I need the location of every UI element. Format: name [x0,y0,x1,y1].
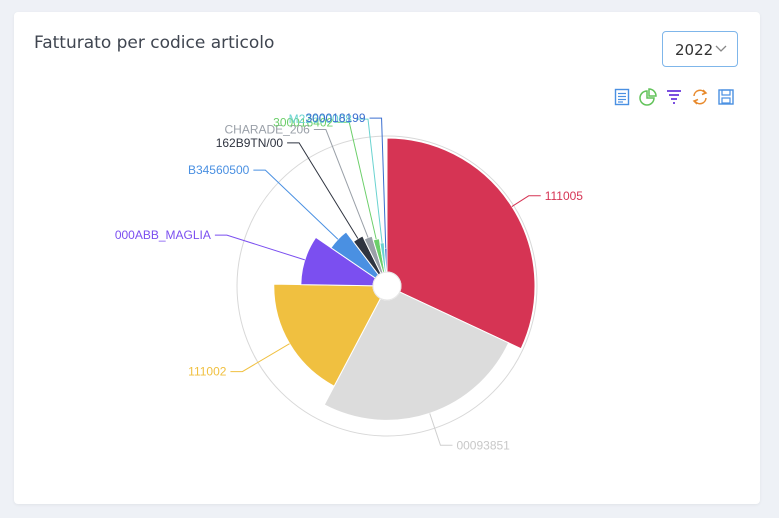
refresh-icon[interactable] [691,88,709,106]
slice-label: 300018199 [305,111,365,125]
label-leader [369,117,387,248]
slice-label: 00093851 [456,438,510,452]
label-leader [230,343,290,373]
slice-label: 111002 [188,365,227,379]
slice-label: B34560500 [188,163,250,177]
data-view-icon[interactable] [613,88,631,106]
chart-title: Fatturato per codice articolo [34,33,275,53]
label-leader [511,195,541,207]
label-leader [429,413,453,446]
label-leader [287,142,359,239]
filter-icon[interactable] [665,88,683,106]
label-leader [214,234,305,261]
center-hole [372,271,402,301]
slice-label: CHARADE_206 [224,123,310,137]
chevron-down-icon [715,45,727,52]
year-select-value: 2022 [675,41,714,59]
slice-label: 162B9TN/00 [216,136,284,150]
pie-chart-icon[interactable] [639,88,657,106]
slice-label: 300016402 [273,115,333,129]
year-select[interactable]: 2022 [662,31,738,67]
slice-label: 111005 [545,189,584,203]
slice-label: M22600008 [289,112,353,126]
label-leader [337,121,377,240]
guide-ring [236,135,538,437]
label-leader [253,169,339,240]
chart-toolbox [613,88,735,106]
label-leader [355,118,383,243]
label-leader [313,129,369,238]
save-icon[interactable] [717,88,735,106]
slice-label: 000ABB_MAGLIA [115,228,211,242]
